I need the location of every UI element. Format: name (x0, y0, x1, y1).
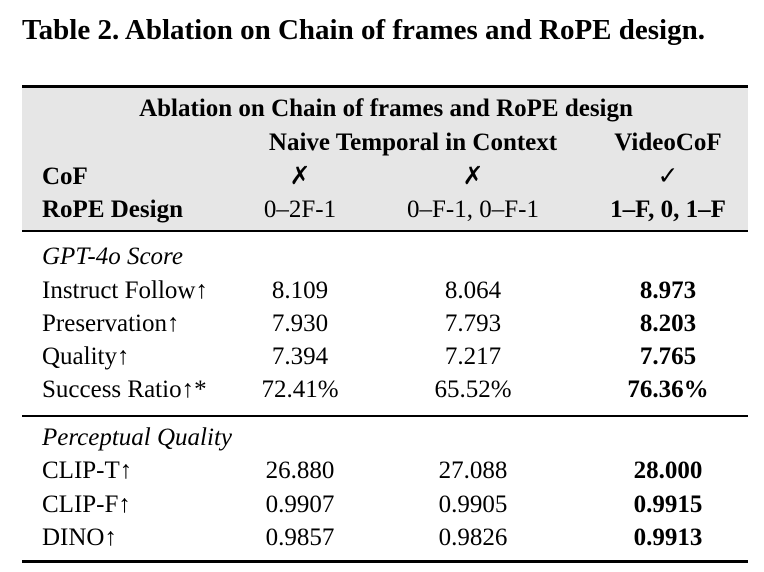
header-background (22, 88, 748, 230)
table-cell: 65.52% (434, 376, 512, 403)
header-rule (22, 230, 748, 232)
row-label: CLIP-T↑ (42, 457, 133, 484)
table-cell: 8.109 (271, 277, 329, 304)
table-cell-best: 8.203 (639, 310, 697, 337)
top-rule (22, 85, 748, 88)
table-cell: 7.793 (444, 310, 502, 337)
section-title-perceptual: Perceptual Quality (42, 424, 232, 451)
section-title-gpt4o: GPT-4o Score (42, 243, 183, 270)
row-label: Preservation↑ (42, 310, 180, 337)
table-cell: 7.394 (271, 343, 329, 370)
table-cell-best: 8.973 (639, 277, 697, 304)
table-cell-best: 28.000 (633, 457, 703, 484)
rope-value-2: 0–F-1, 0–F-1 (407, 196, 539, 223)
table-cell: 0.9826 (438, 524, 508, 551)
table-cell-best: 76.36% (627, 376, 709, 403)
cof-value-1: ✗ (289, 163, 311, 190)
table-cell-best: 0.9913 (633, 524, 703, 551)
table-cell: 8.064 (444, 277, 502, 304)
rope-label: RoPE Design (42, 196, 183, 223)
table-cell: 7.930 (271, 310, 329, 337)
cof-label: CoF (42, 163, 88, 190)
table-cell: 27.088 (438, 457, 508, 484)
cof-value-3: ✓ (657, 163, 679, 190)
row-label: CLIP-F↑ (42, 491, 131, 518)
bottom-rule (22, 560, 748, 563)
rope-value-3: 1–F, 0, 1–F (610, 196, 726, 223)
table-cell: 0.9857 (265, 524, 335, 551)
table-cell-best: 0.9915 (633, 491, 703, 518)
section-rule (22, 415, 748, 417)
row-label: Instruct Follow↑ (42, 277, 208, 304)
table-caption: Table 2. Ablation on Chain of frames and… (22, 14, 705, 46)
cof-value-2: ✗ (462, 163, 484, 190)
col-group-naive: Naive Temporal in Context (268, 129, 558, 156)
table-cell: 7.217 (444, 343, 502, 370)
table-cell: 26.880 (265, 457, 335, 484)
table-cell-best: 7.765 (639, 343, 697, 370)
table-cell: 0.9905 (438, 491, 508, 518)
col-group-videocof: VideoCoF (614, 129, 722, 156)
row-label: Success Ratio↑* (42, 376, 207, 403)
row-label: DINO↑ (42, 524, 117, 551)
table-cell: 0.9907 (265, 491, 335, 518)
super-header: Ablation on Chain of frames and RoPE des… (139, 95, 633, 122)
row-label: Quality↑ (42, 343, 130, 370)
table-cell: 72.41% (261, 376, 339, 403)
rope-value-1: 0–2F-1 (263, 196, 337, 223)
